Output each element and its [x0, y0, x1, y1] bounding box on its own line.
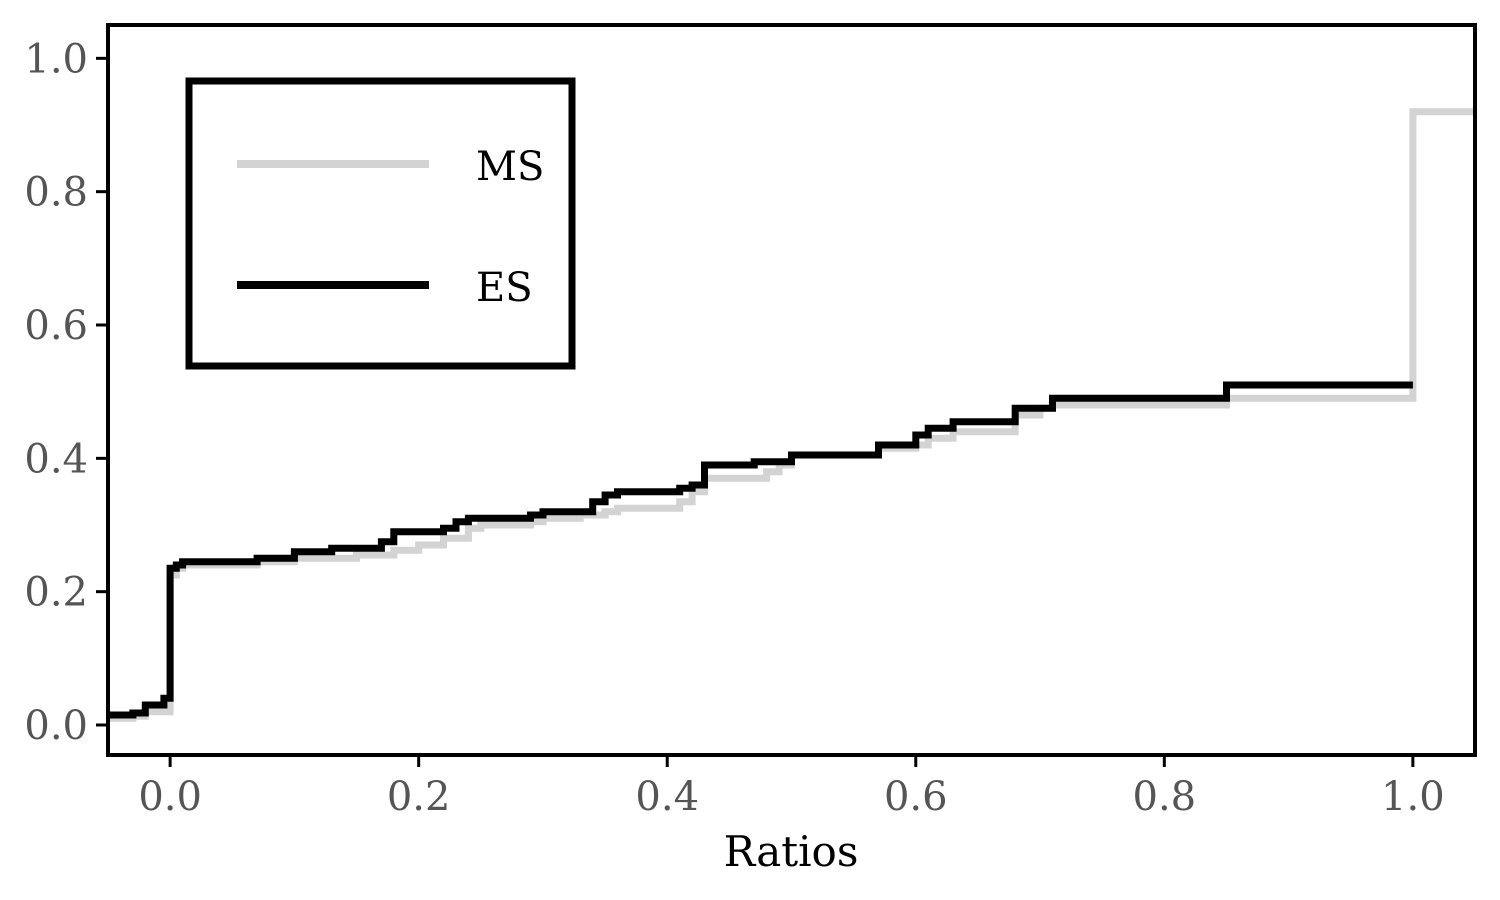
series-line-es [108, 381, 1413, 719]
legend: MS ES [185, 77, 576, 370]
x-tick-label: 0.2 [387, 774, 451, 820]
y-tick-label: 0.0 [24, 703, 88, 749]
x-tick-label: 0.4 [635, 774, 699, 820]
legend-frame [185, 77, 576, 370]
y-tick-label: 0.8 [24, 170, 88, 216]
legend-label-es: ES [476, 265, 533, 311]
x-tick-label: 0.0 [138, 774, 202, 820]
y-tick-label: 0.4 [24, 436, 88, 482]
series-layer [108, 108, 1475, 722]
legend-label-ms: MS [476, 144, 544, 190]
x-tick-label: 0.6 [884, 774, 948, 820]
y-tick-label: 1.0 [24, 36, 88, 82]
x-axis-label: Ratios [724, 827, 859, 876]
y-tick-label: 0.6 [24, 303, 88, 349]
y-tick-label: 0.2 [24, 570, 88, 616]
plot-frame [106, 23, 1477, 757]
x-tick-label: 1.0 [1381, 774, 1445, 820]
x-tick-label: 0.8 [1133, 774, 1197, 820]
ticks-layer: 0.0 0.2 0.4 0.6 0.8 1.0 0.0 0.2 0.4 0.6 0.8 1.0 [24, 36, 1444, 820]
